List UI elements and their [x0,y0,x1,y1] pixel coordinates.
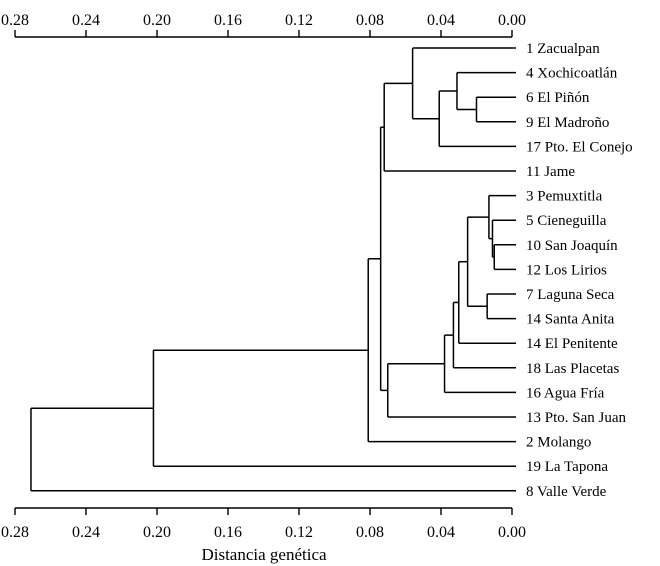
tick-label: 0.04 [427,524,455,541]
x-axis-title: Distancia genética [201,545,327,564]
leaf-label: 9 El Madroño [526,115,609,131]
tick-label: 0.16 [214,524,242,541]
leaf-label: 18 Las Placetas [526,361,619,377]
tick-label: 0.12 [285,12,313,29]
top-axis: 0.28 0.24 0.20 0.16 0.12 0.08 0.04 0.00 [1,12,526,38]
leaf-labels: 1 Zacualpan 4 Xochicoatlán 6 El Piñón 9 El … [526,41,633,500]
tick-label: 0.24 [72,12,100,29]
tick-label: 0.04 [427,12,455,29]
bottom-axis: 0.28 0.24 0.20 0.16 0.12 0.08 0.04 0.00 [1,507,526,541]
leaf-label: 8 Valle Verde [526,484,607,500]
leaf-label: 19 La Tapona [526,459,608,475]
leaf-label: 4 Xochicoatlán [526,66,618,82]
tick-label: 0.00 [498,524,526,541]
tick-label: 0.28 [1,12,29,29]
leaf-label: 12 Los Lirios [526,262,607,278]
leaf-label: 1 Zacualpan [526,41,600,57]
tick-label: 0.12 [285,524,313,541]
leaf-label: 11 Jame [526,164,575,180]
tick-label: 0.20 [143,12,171,29]
leaf-label: 13 Pto. San Juan [526,410,627,426]
tick-label: 0.20 [143,524,171,541]
tick-label: 0.16 [214,12,242,29]
leaf-label: 14 El Penitente [526,336,618,352]
tick-label: 0.08 [356,12,384,29]
leaf-label: 7 Laguna Seca [526,287,615,303]
leaf-label: 3 Pemuxtitla [526,189,603,205]
leaf-label: 5 Cieneguilla [526,213,607,229]
tick-label: 0.00 [498,12,526,29]
dendrogram-branches [30,47,516,492]
tick-label: 0.28 [1,524,29,541]
leaf-label: 16 Agua Fría [526,385,605,401]
leaf-label: 17 Pto. El Conejo [526,139,633,155]
leaf-label: 2 Molango [526,435,591,451]
tick-label: 0.08 [356,524,384,541]
leaf-label: 10 San Joaquín [526,238,618,254]
tick-label: 0.24 [72,524,100,541]
leaf-label: 6 El Piñón [526,90,590,106]
leaf-label: 14 Santa Anita [526,312,615,328]
